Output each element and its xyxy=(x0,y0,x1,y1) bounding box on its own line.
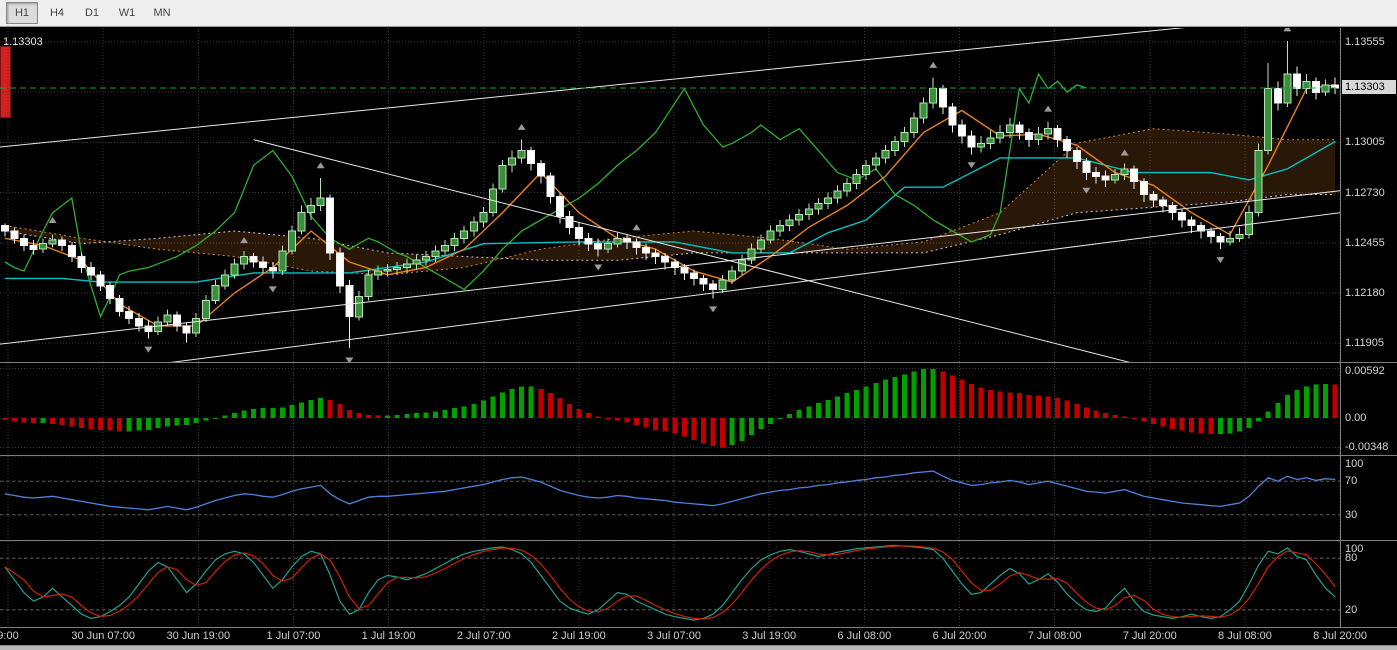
scale-label: 1.12455 xyxy=(1345,236,1385,249)
scale-label: 70 xyxy=(1345,475,1358,488)
stochastic-signal-line xyxy=(4,545,1336,620)
time-axis-label: 2 Jul 19:00 xyxy=(551,630,606,642)
stochastic-panel[interactable] xyxy=(0,541,1340,627)
time-axis-label: 3 Jul 07:00 xyxy=(647,630,701,642)
time-axis-label: 30 Jun 19:00 xyxy=(166,630,231,642)
panel-splitter[interactable] xyxy=(0,362,1397,363)
scale-label: 80 xyxy=(1345,552,1358,565)
scale-label: 0.00592 xyxy=(1345,365,1385,377)
time-axis-label: 2 Jul 07:00 xyxy=(456,630,511,642)
time-axis-label: 1 Jul 07:00 xyxy=(266,630,321,642)
timeframe-toolbar: H1 H4 D1 W1 MN xyxy=(0,0,1397,27)
scale-label: 1.13555 xyxy=(1345,36,1385,49)
time-axis-label: 7 Jul 08:00 xyxy=(1027,630,1082,642)
chart-area[interactable]: 1.13303 1.13303 1.13555 1.13005 1.12730 1.1… xyxy=(0,28,1397,650)
time-axis-label: 6 Jul 08:00 xyxy=(837,630,892,642)
panel-splitter[interactable] xyxy=(0,627,1397,628)
main-price-chart[interactable] xyxy=(0,28,1340,362)
one-click-trading-sell-fragment[interactable] xyxy=(0,46,11,118)
chikou-span-line xyxy=(4,72,1087,319)
time-axis-label: 1 Jul 19:00 xyxy=(361,630,416,642)
scale-label: 20 xyxy=(1345,603,1358,616)
time-axis-label: 9:00 xyxy=(0,630,19,642)
trend-line[interactable] xyxy=(0,212,1340,362)
time-axis-label: 3 Jul 19:00 xyxy=(742,630,797,642)
grid-lines xyxy=(0,363,1340,455)
timeframe-button-h4[interactable]: H4 xyxy=(49,7,65,19)
scale-label: 1.12180 xyxy=(1345,287,1385,299)
bid-price-label: 1.13303 xyxy=(1342,80,1396,94)
time-axis-label: 30 Jun 07:00 xyxy=(71,630,135,642)
oscillator-histogram-panel[interactable] xyxy=(0,363,1340,455)
rsi-panel[interactable] xyxy=(0,456,1340,540)
time-axis-label: 7 Jul 20:00 xyxy=(1122,630,1177,642)
scale-label: 100 xyxy=(1345,458,1364,470)
last-price-readout: 1.13303 xyxy=(3,36,43,48)
time-axis-label: 6 Jul 20:00 xyxy=(932,630,987,642)
timeframe-button-mn[interactable]: MN xyxy=(153,7,171,19)
trend-line[interactable] xyxy=(0,28,1340,148)
time-axis-label: 8 Jul 20:00 xyxy=(1313,630,1368,642)
timeframe-button-d1[interactable]: D1 xyxy=(84,7,100,19)
panel-splitter[interactable] xyxy=(0,455,1397,456)
scale-label: 30 xyxy=(1345,508,1358,521)
scale-label: 100 xyxy=(1345,543,1364,555)
panel-splitter[interactable] xyxy=(0,540,1397,541)
grid-lines xyxy=(0,456,1340,540)
senkou-span-a-line xyxy=(4,128,1336,276)
scale-label: 1.11905 xyxy=(1345,337,1384,350)
scale-label: 0.00 xyxy=(1345,412,1367,425)
timeframe-button-h1[interactable]: H1 xyxy=(6,2,38,24)
trend-line[interactable] xyxy=(253,139,1202,362)
trend-line[interactable] xyxy=(0,190,1340,345)
ichimoku-cloud xyxy=(4,128,1336,275)
scale-label: 1.13005 xyxy=(1345,136,1385,149)
senkou-span-b-line xyxy=(4,194,1336,261)
time-axis-label: 8 Jul 08:00 xyxy=(1218,630,1272,642)
histogram-bars xyxy=(2,368,1338,448)
scale-label: -0.00348 xyxy=(1345,441,1389,454)
time-scale[interactable]: 9:00 30 Jun 07:00 30 Jun 19:00 1 Jul 07:00 1… xyxy=(0,628,1397,645)
candles-layer xyxy=(0,41,1340,348)
scale-label: 1.12730 xyxy=(1345,186,1385,199)
grid-lines xyxy=(0,28,1340,362)
bottom-scrollbar[interactable] xyxy=(0,645,1397,650)
stochastic-main-line xyxy=(4,544,1336,621)
timeframe-button-w1[interactable]: W1 xyxy=(118,7,136,19)
rsi-line xyxy=(4,470,1336,511)
price-scale[interactable]: 1.13303 1.13555 1.13005 1.12730 1.12455 1.12… xyxy=(1340,28,1397,627)
fractal-arrows xyxy=(48,28,1292,362)
